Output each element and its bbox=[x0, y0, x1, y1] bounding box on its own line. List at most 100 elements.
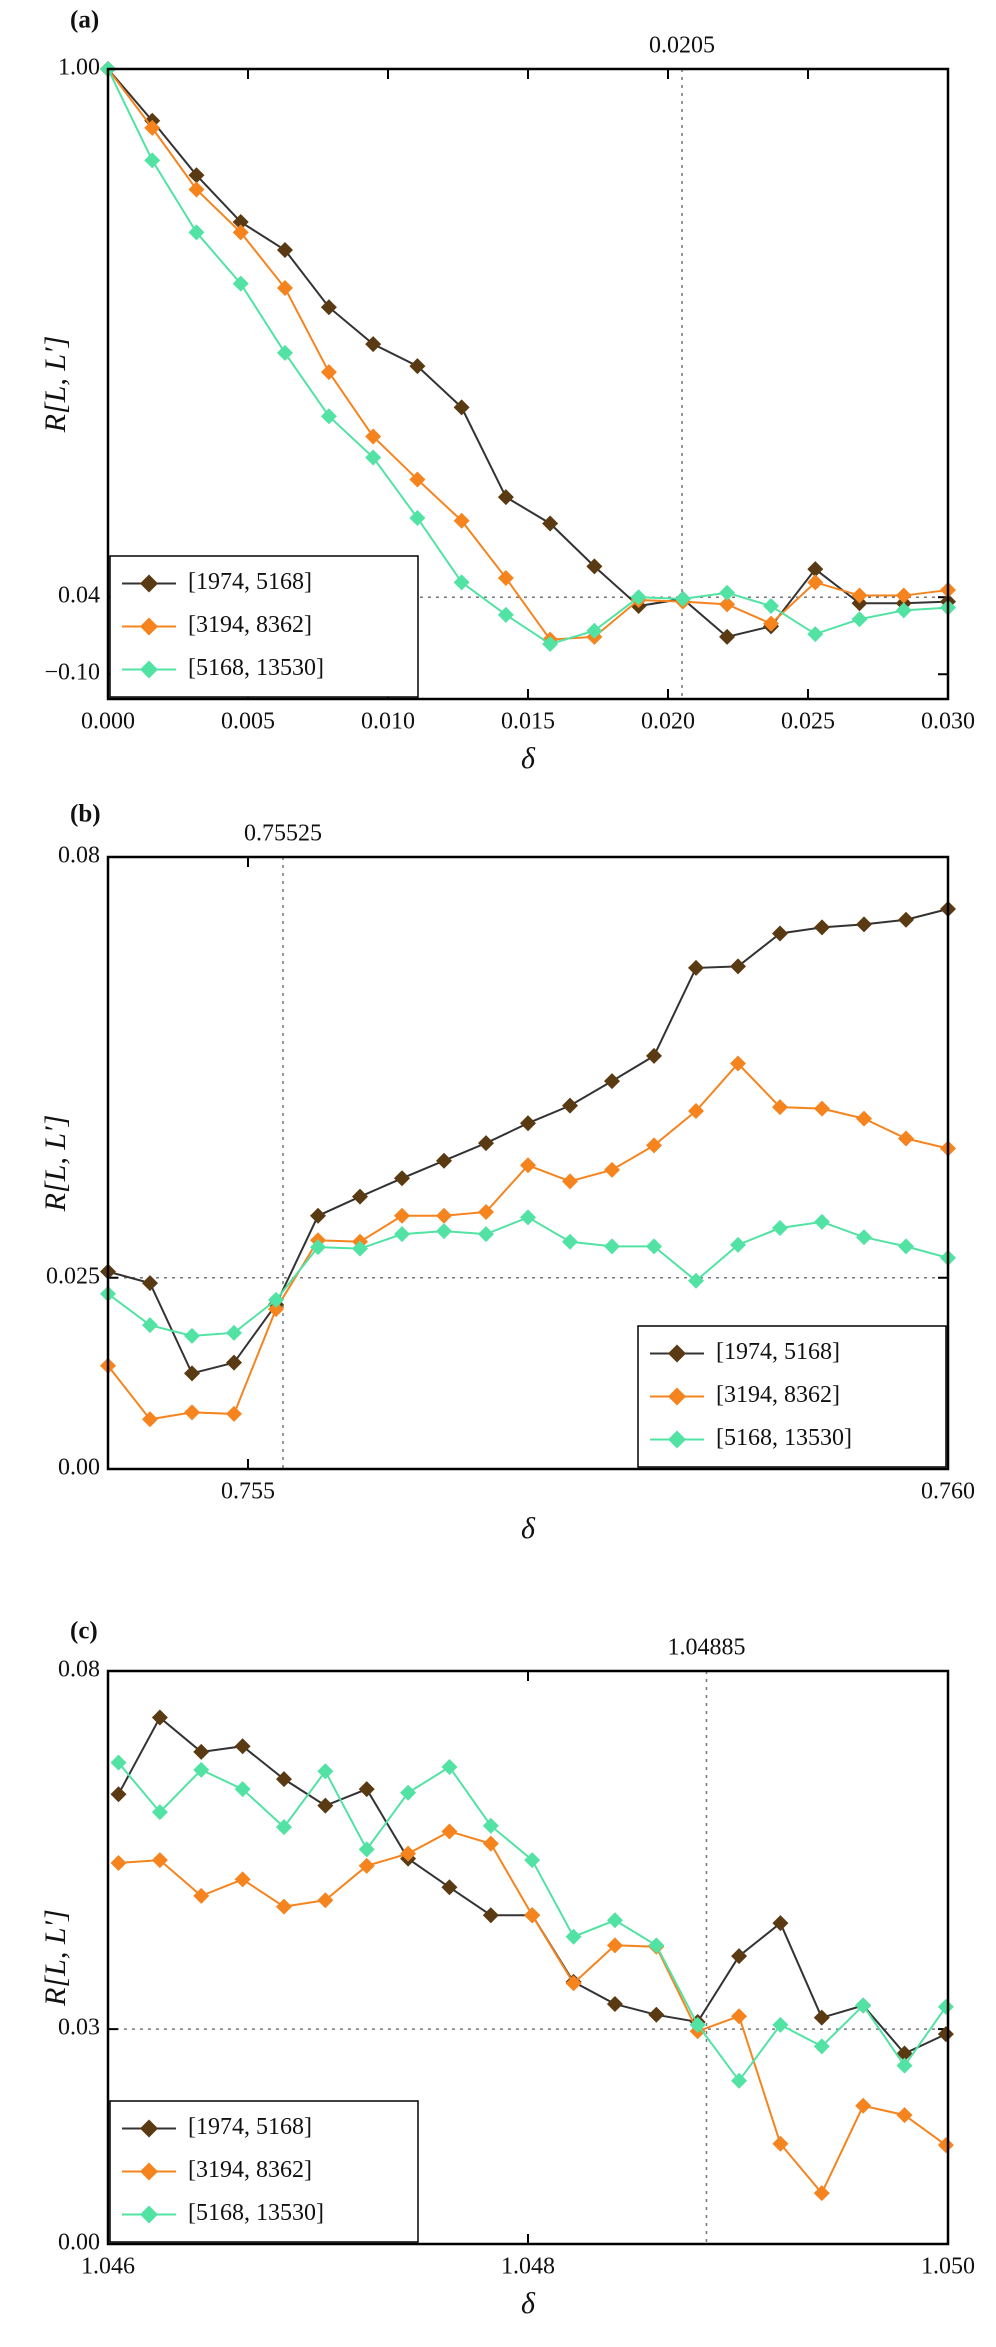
data-point bbox=[275, 1771, 292, 1788]
data-point bbox=[630, 589, 647, 606]
data-point bbox=[856, 1229, 872, 1246]
data-point bbox=[400, 1784, 417, 1801]
data-point bbox=[436, 1207, 452, 1224]
plot-frame bbox=[106, 1669, 950, 2246]
data-point bbox=[436, 1223, 452, 1240]
data-point bbox=[184, 1365, 200, 1382]
x-tick-label: 0.015 bbox=[501, 709, 555, 735]
data-point bbox=[565, 1975, 582, 1992]
data-point bbox=[524, 1852, 541, 1869]
data-point bbox=[144, 119, 161, 136]
data-point bbox=[896, 2107, 913, 2124]
data-point bbox=[646, 1238, 662, 1255]
data-point bbox=[719, 584, 736, 601]
data-point bbox=[674, 590, 691, 607]
data-point bbox=[646, 1047, 662, 1064]
data-point bbox=[275, 1819, 292, 1836]
data-point bbox=[151, 1852, 168, 1869]
data-point bbox=[689, 2016, 706, 2033]
x-tick-label: 0.755 bbox=[221, 1479, 275, 1505]
data-point bbox=[394, 1207, 410, 1224]
data-point bbox=[772, 1099, 788, 1116]
series-line bbox=[107, 68, 949, 646]
data-point bbox=[310, 1239, 326, 1256]
x-axis-label: δ bbox=[521, 1512, 536, 1545]
data-point bbox=[436, 1152, 452, 1169]
data-point bbox=[565, 1928, 582, 1945]
data-point bbox=[358, 1841, 375, 1858]
vline-label: 0.75525 bbox=[244, 821, 322, 847]
data-point bbox=[193, 1887, 210, 1904]
data-point bbox=[358, 1857, 375, 1874]
x-tick-label: 0.010 bbox=[361, 709, 415, 735]
data-point bbox=[478, 1226, 494, 1243]
data-point bbox=[772, 1915, 789, 1932]
data-point bbox=[482, 1817, 499, 1834]
data-point bbox=[813, 2038, 830, 2055]
data-point bbox=[184, 1327, 200, 1344]
data-point bbox=[562, 1233, 578, 1250]
x-tick-label: 1.046 bbox=[81, 2254, 135, 2280]
legend-marker bbox=[140, 2205, 158, 2224]
data-point bbox=[234, 1781, 251, 1798]
data-point bbox=[317, 1763, 334, 1780]
data-point bbox=[365, 336, 382, 353]
data-point bbox=[586, 558, 603, 575]
data-point bbox=[856, 1110, 872, 1127]
data-point bbox=[606, 1937, 623, 1954]
data-point bbox=[232, 224, 249, 241]
panel-label: (a) bbox=[70, 7, 99, 34]
data-point bbox=[226, 1324, 242, 1341]
legend-marker bbox=[668, 1344, 686, 1363]
data-point bbox=[110, 1786, 127, 1803]
data-point bbox=[275, 1898, 292, 1915]
panel-label: (b) bbox=[70, 801, 101, 828]
x-tick-label: 0.025 bbox=[781, 709, 835, 735]
data-point bbox=[898, 1130, 914, 1147]
data-point bbox=[772, 2135, 789, 2152]
legend-marker bbox=[140, 617, 158, 636]
data-point bbox=[807, 626, 824, 643]
data-point bbox=[320, 408, 337, 425]
data-point bbox=[441, 1758, 458, 1775]
legend-marker bbox=[668, 1430, 686, 1449]
x-axis-label: δ bbox=[521, 742, 536, 775]
data-point bbox=[234, 1871, 251, 1888]
panel: (b) 0.75525 0.755 0.760 0.00 0.025 0.08 δ R[L, L… bbox=[39, 801, 975, 1545]
data-point bbox=[688, 959, 704, 976]
series-line bbox=[107, 908, 949, 1375]
legend-marker bbox=[140, 574, 158, 593]
data-point bbox=[730, 1055, 746, 1072]
plot-frame bbox=[106, 855, 950, 1471]
data-point bbox=[895, 602, 912, 619]
data-point bbox=[320, 299, 337, 316]
legend-marker bbox=[140, 2119, 158, 2138]
legend-marker bbox=[668, 1387, 686, 1406]
x-tick-label: 0.760 bbox=[921, 1479, 975, 1505]
data-point bbox=[730, 1236, 746, 1253]
vline-label: 1.04885 bbox=[668, 1635, 746, 1661]
data-point bbox=[763, 598, 780, 615]
data-point bbox=[898, 1238, 914, 1255]
y-tick-label: 0.00 bbox=[58, 2230, 100, 2256]
data-point bbox=[648, 2006, 665, 2023]
data-point bbox=[276, 279, 293, 296]
y-axis-label: R[L, L′] bbox=[39, 1909, 72, 2007]
data-point bbox=[193, 1761, 210, 1778]
data-point bbox=[352, 1188, 368, 1205]
data-point bbox=[855, 1997, 872, 2014]
data-point bbox=[188, 167, 205, 184]
data-point bbox=[226, 1405, 242, 1422]
data-point bbox=[497, 569, 514, 586]
data-point bbox=[851, 587, 868, 604]
data-point bbox=[268, 1291, 284, 1308]
data-point bbox=[232, 275, 249, 292]
data-point bbox=[520, 1115, 536, 1132]
data-point bbox=[110, 1754, 127, 1771]
legend-label: [5168, 13530] bbox=[716, 1425, 852, 1451]
data-point bbox=[110, 1854, 127, 1871]
data-point bbox=[400, 1845, 417, 1862]
y-tick-label: 0.00 bbox=[58, 1455, 100, 1481]
legend-label: [1974, 5168] bbox=[188, 569, 312, 595]
data-point bbox=[482, 1835, 499, 1852]
